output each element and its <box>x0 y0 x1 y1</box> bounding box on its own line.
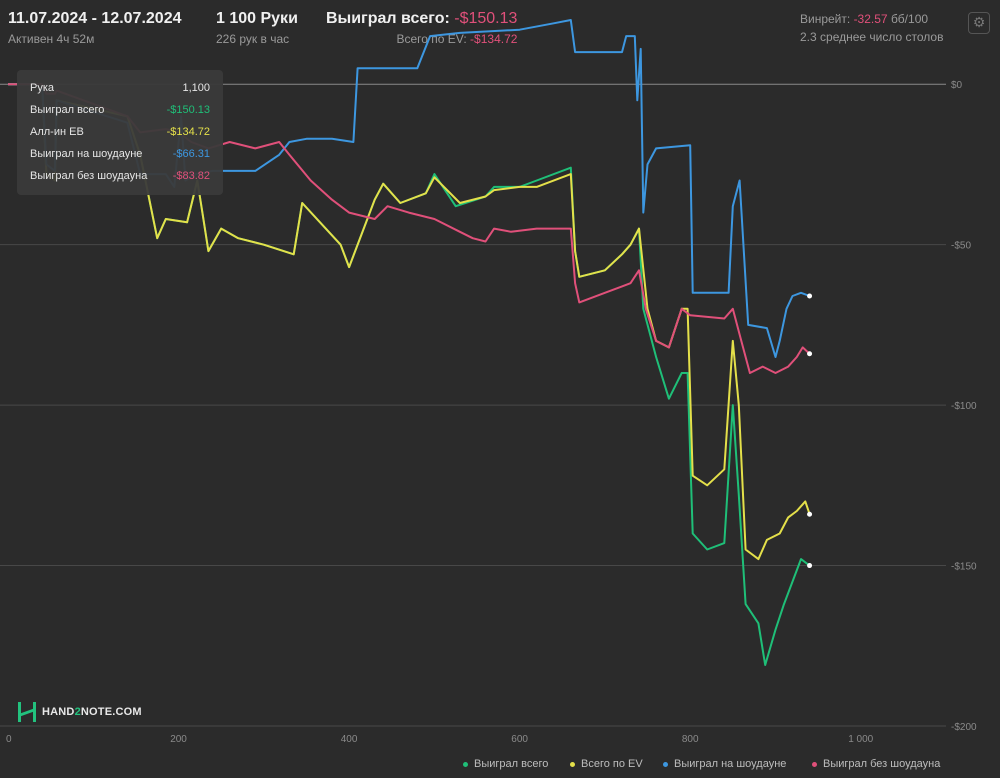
legend-label: Выиграл на шоудауне <box>674 758 787 770</box>
legend-item[interactable]: Выиграл на шоудауне <box>663 758 786 770</box>
settings-gear-icon[interactable]: ⚙ <box>968 12 990 34</box>
tooltip-row-value: -$83.82 <box>172 170 210 182</box>
x-axis-ticks: 0 200 400 600 800 1 000 <box>6 734 874 745</box>
legend-item[interactable]: Выиграл без шоудауна <box>812 758 940 770</box>
tooltip-row-value: -$150.13 <box>166 104 210 116</box>
chart-legend: Выиграл всего Всего по EV Выиграл на шоуда… <box>0 758 1000 772</box>
x-tick-label: 0 <box>6 734 12 745</box>
ev-total-value: -$134.72 <box>470 32 518 46</box>
winrate-value: -32.57 <box>853 12 888 26</box>
ev-total: Всего по EV: -$134.72 <box>326 32 518 46</box>
tooltip-row-value: 1,100 <box>182 82 210 94</box>
series-end-point <box>807 293 813 299</box>
avg-tables: 2.3 среднее число столов <box>800 30 944 44</box>
tooltip-row-value: -$66.31 <box>172 148 210 160</box>
hand2note-logo-icon <box>18 702 36 722</box>
won-total-label: Выиграл всего: <box>326 10 450 27</box>
tooltip-row: Выиграл на шоудауне -$66.31 <box>30 148 210 170</box>
series-end-point <box>807 511 813 517</box>
tooltip-row: Выиграл всего -$150.13 <box>30 104 210 126</box>
x-tick-label: 600 <box>511 734 528 745</box>
legend-label: Выиграл без шоудауна <box>823 758 941 770</box>
hands-count: 1 100 Руки <box>216 10 298 27</box>
tooltip-row: Алл-ин EB -$134.72 <box>30 126 210 148</box>
legend-dot-icon <box>463 761 468 767</box>
winrate-block: Винрейт: -32.57 бб/100 2.3 среднее число… <box>800 10 943 44</box>
tooltip-row-label: Выиграл всего <box>30 104 105 116</box>
tooltip-row-label: Алл-ин EB <box>30 126 84 138</box>
tooltip-row: Выиграл без шоудауна -$83.82 <box>30 170 210 192</box>
legend-label: Выиграл всего <box>474 758 549 770</box>
active-time: Активен 4ч 52м <box>8 32 95 46</box>
tooltip-row-label: Рука <box>30 82 55 94</box>
y-tick-label: -$150 <box>951 562 977 573</box>
tooltip-row: Рука 1,100 <box>30 82 210 104</box>
won-block: Выиграл всего: -$150.13 Всего по EV: -$1… <box>326 10 517 46</box>
hands-block: 1 100 Руки 226 рук в час <box>216 10 298 46</box>
tooltip-row-value: -$134.72 <box>166 126 210 138</box>
series-end-point <box>807 351 813 357</box>
winrate: Винрейт: -32.57 бб/100 <box>800 12 943 26</box>
y-axis-ticks: $0 -$50 -$100 -$150 -$200 <box>951 80 977 733</box>
legend-item[interactable]: Всего по EV <box>570 758 643 770</box>
legend-dot-icon <box>812 761 817 767</box>
x-tick-label: 800 <box>682 734 699 745</box>
ev-total-label: Всего по EV: <box>396 32 467 46</box>
y-tick-label: $0 <box>951 80 963 91</box>
x-tick-label: 200 <box>170 734 187 745</box>
x-tick-label: 400 <box>341 734 358 745</box>
series-line-1 <box>8 83 811 561</box>
hand2note-logo: HAND2NOTE.COM <box>18 701 142 723</box>
legend-dot-icon <box>570 761 575 767</box>
date-block: 11.07.2024 - 12.07.2024 Активен 4ч 52м <box>8 10 182 46</box>
y-tick-label: -$50 <box>951 241 971 252</box>
series-end-point <box>807 563 813 569</box>
y-tick-label: -$100 <box>951 401 977 412</box>
legend-item[interactable]: Выиграл всего <box>463 758 548 770</box>
date-range: 11.07.2024 - 12.07.2024 <box>8 10 182 27</box>
won-total-value: -$150.13 <box>454 10 518 27</box>
hands-per-hour: 226 рук в час <box>216 32 290 46</box>
winrate-unit: бб/100 <box>890 12 929 26</box>
x-tick-label: 1 000 <box>848 734 873 745</box>
y-tick-label: -$200 <box>951 722 977 733</box>
winrate-label: Винрейт: <box>800 12 851 26</box>
tooltip-row-label: Выиграл на шоудауне <box>30 148 143 160</box>
tooltip-row-label: Выиграл без шоудауна <box>30 170 148 182</box>
hand2note-logo-text: HAND2NOTE.COM <box>42 706 142 718</box>
legend-label: Всего по EV <box>581 758 643 770</box>
legend-dot-icon <box>663 761 668 767</box>
won-total: Выиграл всего: -$150.13 <box>326 10 517 28</box>
hover-tooltip: Рука 1,100 Выиграл всего -$150.13 Алл-ин EB -… <box>17 70 223 195</box>
